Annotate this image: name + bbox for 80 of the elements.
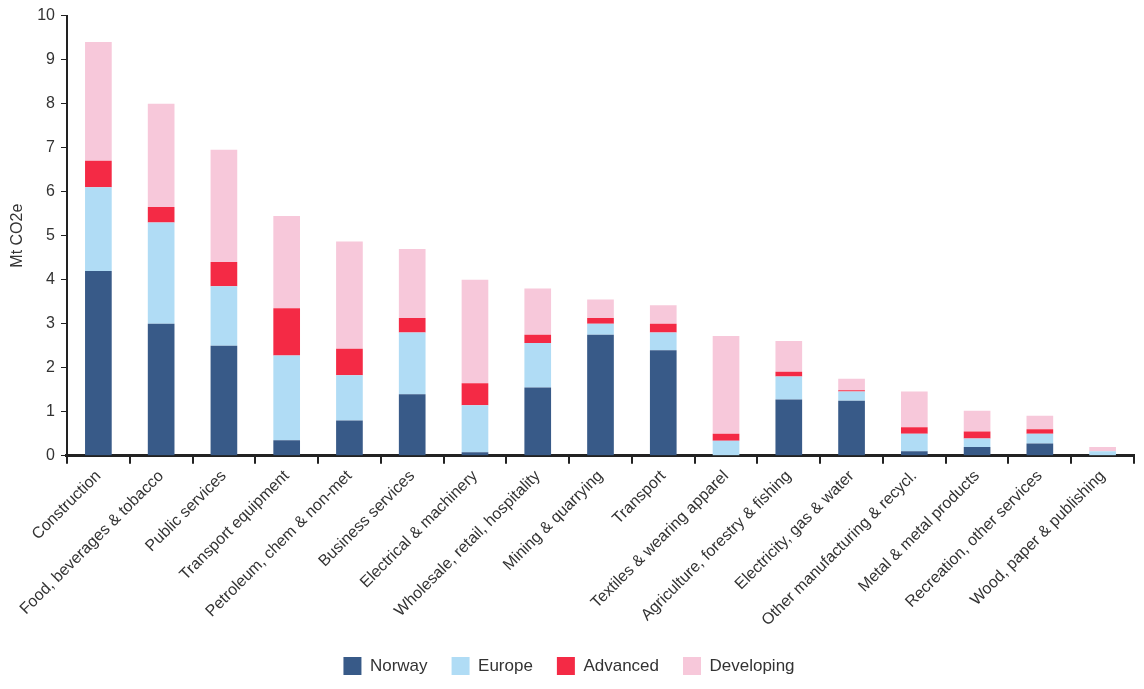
y-tick-label: 6 xyxy=(46,182,56,200)
bar xyxy=(838,378,865,391)
bar xyxy=(649,305,677,324)
bar xyxy=(587,318,614,324)
bar xyxy=(1089,446,1116,452)
bar xyxy=(524,334,552,344)
bar xyxy=(461,405,489,453)
bar xyxy=(147,207,175,223)
y-tick-label: 9 xyxy=(46,50,56,68)
bar xyxy=(398,318,426,333)
bar xyxy=(963,410,991,432)
bar xyxy=(587,334,614,456)
bar xyxy=(900,451,928,456)
bar xyxy=(1026,433,1054,444)
bar xyxy=(461,452,489,456)
bar xyxy=(963,431,991,439)
bar xyxy=(963,438,991,447)
legend-label: Europe xyxy=(478,655,533,675)
bar xyxy=(398,394,426,456)
bar xyxy=(398,248,426,318)
bar xyxy=(273,355,301,441)
y-tick-label: 1 xyxy=(46,402,56,420)
bar xyxy=(85,187,112,271)
bar xyxy=(85,270,112,456)
bar xyxy=(147,103,175,208)
bar xyxy=(712,336,740,434)
bar xyxy=(336,348,363,376)
bar xyxy=(900,433,928,452)
bar xyxy=(775,399,803,456)
bar xyxy=(336,375,363,421)
y-tick-label: 5 xyxy=(46,226,56,244)
y-tick-label: 2 xyxy=(46,358,56,376)
bar xyxy=(210,262,238,287)
bar xyxy=(85,42,112,161)
y-tick-label: 8 xyxy=(46,94,56,112)
y-tick-label: 4 xyxy=(46,270,56,288)
bar xyxy=(1089,451,1116,456)
bar xyxy=(461,279,489,384)
bar xyxy=(963,446,991,456)
bar xyxy=(1026,429,1054,434)
bar xyxy=(273,440,301,456)
bar xyxy=(649,332,677,351)
y-tick-label: 7 xyxy=(46,138,56,156)
bar xyxy=(461,383,489,406)
bar xyxy=(900,391,928,428)
bar xyxy=(775,340,803,372)
y-tick-label: 0 xyxy=(46,446,56,464)
bar xyxy=(336,241,363,349)
y-tick-label: 10 xyxy=(37,6,56,24)
bar xyxy=(398,332,426,395)
bar xyxy=(649,350,677,456)
bar xyxy=(900,427,928,434)
bar xyxy=(210,345,238,456)
bar xyxy=(587,323,614,335)
y-axis-title: Mt CO2e xyxy=(8,203,26,268)
bar xyxy=(712,440,740,456)
legend-label: Developing xyxy=(709,655,795,675)
bar xyxy=(147,222,175,324)
bar xyxy=(1026,443,1054,456)
bar xyxy=(273,215,301,309)
bar xyxy=(712,433,740,441)
bar xyxy=(587,299,614,318)
legend-label: Norway xyxy=(369,655,429,675)
bar xyxy=(649,323,677,333)
bar xyxy=(210,149,238,263)
bar xyxy=(524,387,552,456)
bar xyxy=(775,376,803,400)
bar xyxy=(147,323,175,456)
bar xyxy=(838,391,865,401)
bar xyxy=(775,371,803,377)
bar xyxy=(524,288,552,335)
y-tick-label: 3 xyxy=(46,314,56,332)
bar xyxy=(524,343,552,388)
legend-label: Advanced xyxy=(583,655,660,675)
bar xyxy=(838,400,865,456)
bar xyxy=(336,420,363,456)
bar xyxy=(1026,415,1054,430)
bar xyxy=(85,160,112,188)
bar xyxy=(210,286,238,346)
bar xyxy=(273,308,301,356)
